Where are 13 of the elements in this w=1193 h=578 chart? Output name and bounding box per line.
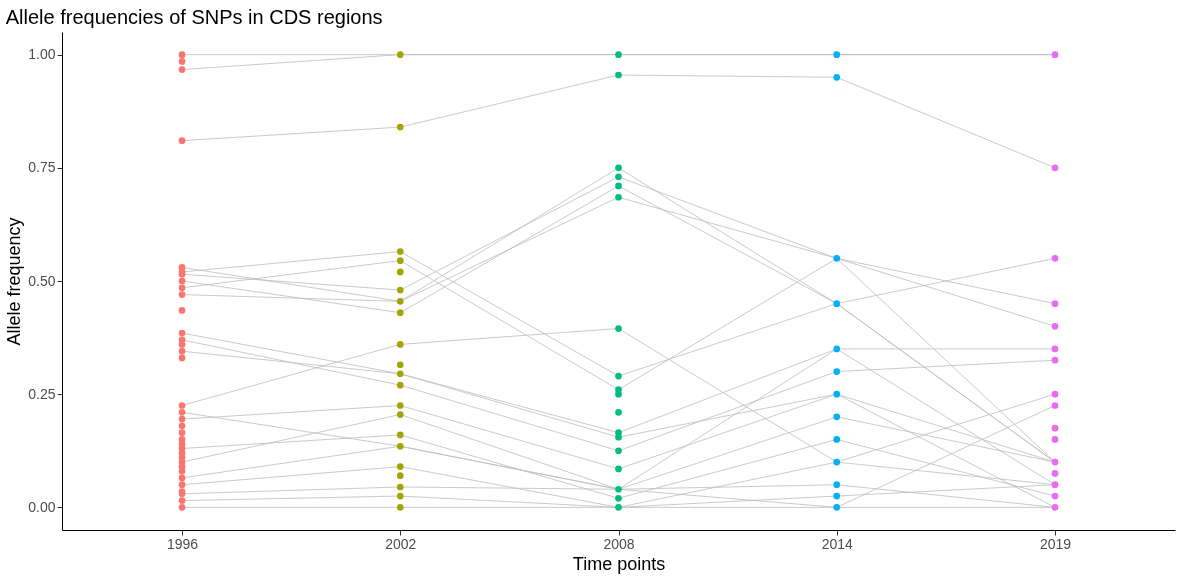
y-axis-title: Allele frequency [4, 217, 25, 346]
chart-title: Allele frequencies of SNPs in CDS regions [5, 6, 383, 28]
x-tick-label: 2002 [385, 535, 417, 552]
y-tick-label: 0.50 [28, 272, 56, 289]
x-tick-label: 1996 [166, 535, 199, 552]
y-tick-label: 0.25 [28, 385, 56, 402]
x-axis-title: Time points [572, 553, 666, 574]
x-tick-label: 2014 [821, 535, 854, 552]
x-tick-label: 2019 [1039, 535, 1072, 552]
y-tick-label: 0.00 [28, 498, 56, 515]
y-tick-label: 0.75 [28, 159, 56, 176]
y-tick-label: 1.00 [28, 46, 56, 63]
x-tick-label: 2008 [603, 535, 635, 552]
